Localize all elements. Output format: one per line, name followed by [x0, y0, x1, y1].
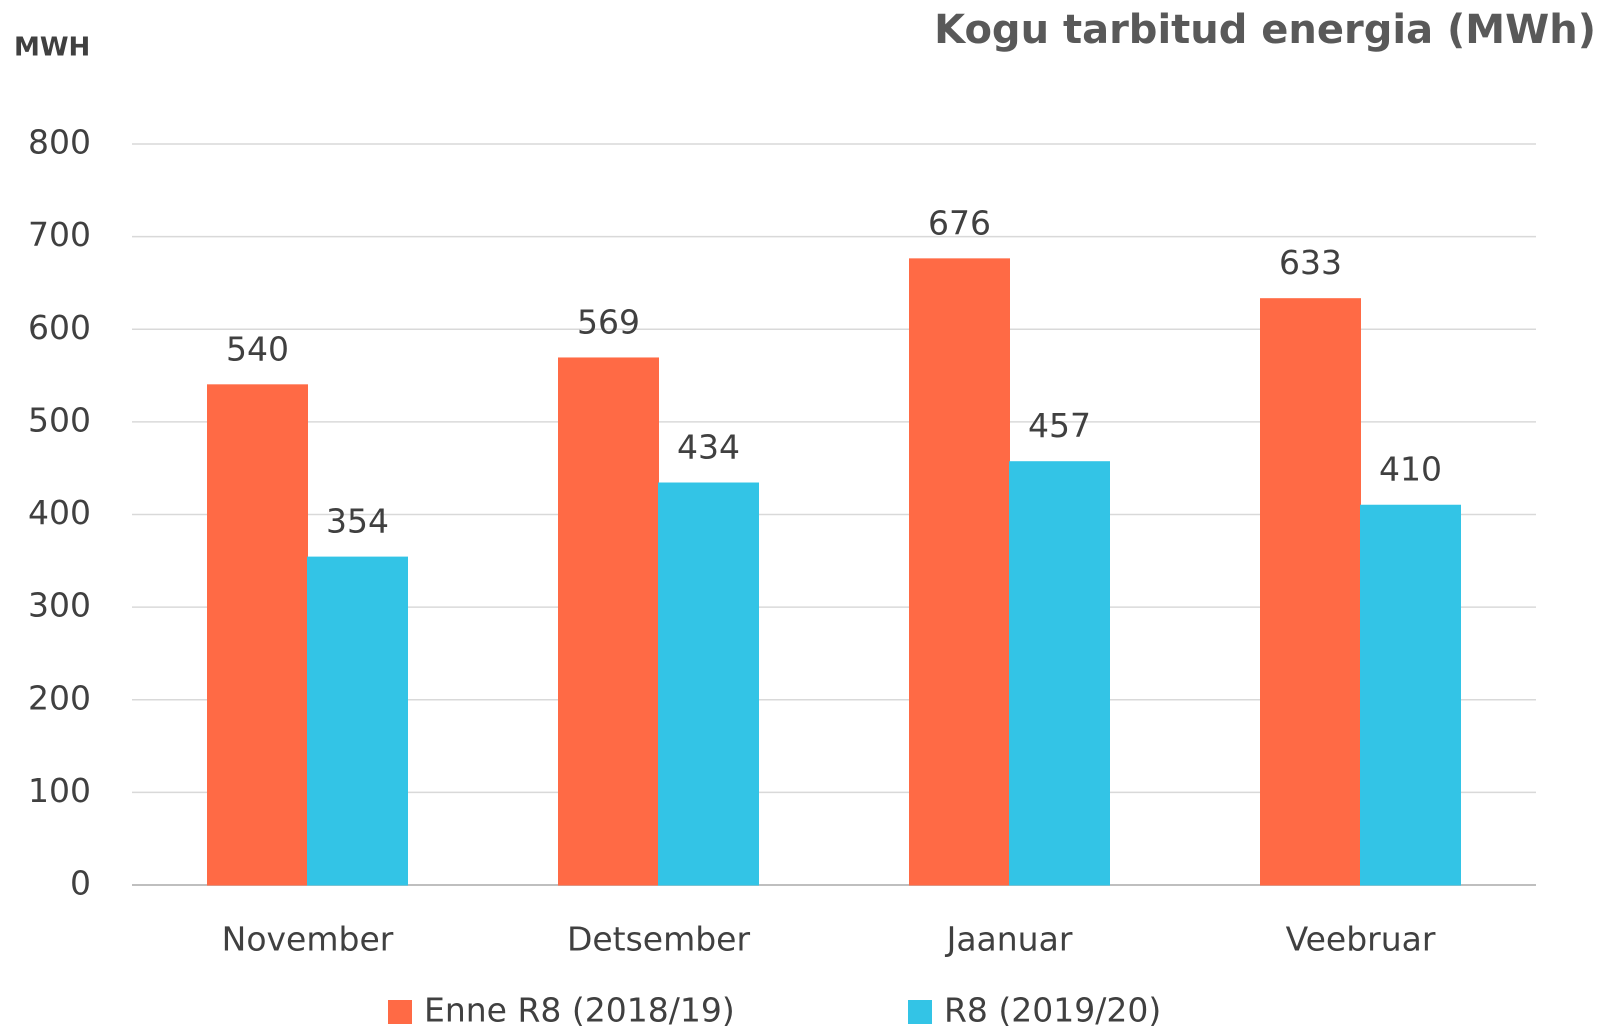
x-tick-label: Veebruar — [1286, 920, 1436, 959]
bar — [1009, 461, 1110, 886]
legend-label: Enne R8 (2018/19) — [424, 991, 735, 1030]
data-label: 410 — [1379, 450, 1442, 489]
legend-swatch — [388, 1000, 412, 1024]
data-label: 633 — [1279, 243, 1342, 282]
bar — [658, 482, 759, 886]
bar — [207, 384, 308, 886]
y-tick-label: 200 — [28, 678, 91, 717]
y-tick-label: 0 — [70, 864, 91, 903]
y-tick-label: 800 — [28, 123, 91, 162]
y-tick-label: 700 — [28, 215, 91, 254]
y-tick-label: 100 — [28, 771, 91, 810]
y-tick-label: 300 — [28, 586, 91, 625]
data-label: 354 — [326, 502, 389, 541]
bar — [1260, 298, 1361, 886]
y-axis-label: MWH — [14, 33, 90, 63]
bar — [1360, 504, 1461, 886]
data-label: 569 — [577, 302, 640, 341]
bar — [909, 258, 1010, 886]
bar — [307, 556, 408, 886]
data-label: 676 — [928, 203, 991, 242]
legend-label: R8 (2019/20) — [944, 991, 1161, 1030]
bar — [558, 357, 659, 886]
x-tick-label: Detsember — [567, 920, 751, 959]
y-tick-label: 400 — [28, 493, 91, 532]
y-tick-label: 500 — [28, 400, 91, 439]
y-tick-label: 600 — [28, 308, 91, 347]
chart-title: Kogu tarbitud energia (MWh) — [934, 7, 1596, 53]
data-label: 434 — [677, 428, 740, 467]
x-tick-label: Jaanuar — [945, 920, 1073, 959]
x-tick-label: November — [222, 920, 394, 959]
data-label: 540 — [226, 329, 289, 368]
legend-swatch — [908, 1000, 932, 1024]
data-label: 457 — [1028, 406, 1091, 445]
